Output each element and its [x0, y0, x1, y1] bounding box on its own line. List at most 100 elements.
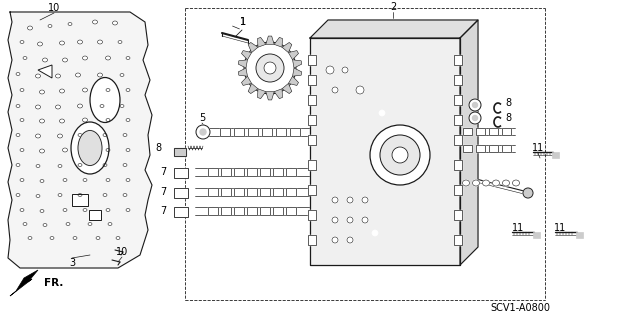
Bar [308, 210, 316, 220]
Text: 8: 8 [505, 113, 511, 123]
Polygon shape [274, 37, 282, 47]
Polygon shape [310, 20, 478, 38]
Bar [276, 128, 286, 136]
Bar [308, 235, 316, 245]
Bar [174, 207, 188, 217]
Text: 12: 12 [374, 102, 386, 112]
Ellipse shape [83, 179, 87, 182]
Ellipse shape [483, 180, 490, 186]
Bar [220, 128, 230, 136]
Circle shape [472, 102, 477, 108]
Ellipse shape [106, 209, 110, 211]
Bar [533, 232, 540, 238]
Circle shape [362, 197, 368, 203]
Ellipse shape [88, 222, 92, 226]
Text: 1: 1 [240, 17, 246, 27]
Bar [454, 55, 462, 65]
Polygon shape [241, 51, 252, 60]
Bar [174, 168, 188, 178]
Polygon shape [248, 42, 258, 53]
Bar [208, 188, 218, 196]
Ellipse shape [106, 149, 110, 152]
Bar [260, 168, 270, 176]
Bar [454, 235, 462, 245]
Bar [502, 128, 511, 135]
Bar [260, 188, 270, 196]
Bar [247, 207, 257, 215]
Bar [454, 75, 462, 85]
Ellipse shape [42, 58, 47, 62]
Bar [247, 168, 257, 176]
Polygon shape [266, 92, 274, 100]
Bar [454, 95, 462, 105]
Bar [273, 188, 283, 196]
Text: 7: 7 [160, 167, 166, 177]
Ellipse shape [126, 209, 130, 211]
Bar [308, 185, 316, 195]
Ellipse shape [40, 180, 44, 182]
Bar [308, 55, 316, 65]
Ellipse shape [97, 73, 102, 77]
Ellipse shape [123, 194, 127, 197]
Bar [208, 168, 218, 176]
Bar [221, 168, 231, 176]
Polygon shape [460, 20, 478, 265]
Ellipse shape [83, 149, 87, 152]
Polygon shape [238, 68, 248, 76]
Polygon shape [289, 76, 298, 85]
Ellipse shape [472, 180, 479, 186]
Polygon shape [310, 38, 460, 265]
Bar [502, 145, 511, 152]
Circle shape [200, 129, 206, 135]
Bar [273, 207, 283, 215]
Circle shape [332, 237, 338, 243]
Ellipse shape [106, 118, 110, 122]
Bar [273, 188, 283, 196]
Bar [476, 145, 485, 152]
Ellipse shape [123, 133, 127, 137]
Bar [308, 95, 316, 105]
Bar [262, 128, 272, 136]
Ellipse shape [50, 236, 54, 240]
Ellipse shape [493, 180, 499, 186]
Bar [221, 188, 231, 196]
Bar [72, 194, 88, 206]
Circle shape [362, 217, 368, 223]
Bar [247, 188, 257, 196]
Ellipse shape [56, 105, 61, 109]
Text: 7: 7 [160, 206, 166, 216]
Bar [308, 75, 316, 85]
Text: 11: 11 [512, 223, 524, 233]
Bar [286, 168, 296, 176]
Bar [234, 128, 244, 136]
Bar [221, 188, 231, 196]
Text: 6: 6 [455, 167, 461, 177]
Ellipse shape [77, 104, 83, 108]
Bar [454, 115, 462, 125]
Circle shape [370, 125, 430, 185]
Ellipse shape [16, 105, 20, 108]
Circle shape [469, 112, 481, 124]
Ellipse shape [20, 88, 24, 92]
Bar [489, 128, 498, 135]
Bar [221, 207, 231, 215]
Bar [220, 128, 230, 136]
Ellipse shape [126, 149, 130, 152]
Ellipse shape [83, 56, 88, 60]
Bar [308, 160, 316, 170]
Bar [286, 168, 296, 176]
Bar [234, 207, 244, 215]
Ellipse shape [23, 222, 27, 226]
Text: 12: 12 [369, 223, 381, 233]
Bar [208, 207, 218, 215]
Polygon shape [266, 36, 274, 44]
Bar [221, 168, 231, 176]
Bar [208, 168, 218, 176]
Ellipse shape [100, 105, 104, 108]
Bar [476, 128, 485, 135]
Bar [260, 168, 270, 176]
Bar [502, 128, 511, 135]
Ellipse shape [58, 134, 63, 138]
Ellipse shape [20, 149, 24, 152]
Bar [273, 168, 283, 176]
